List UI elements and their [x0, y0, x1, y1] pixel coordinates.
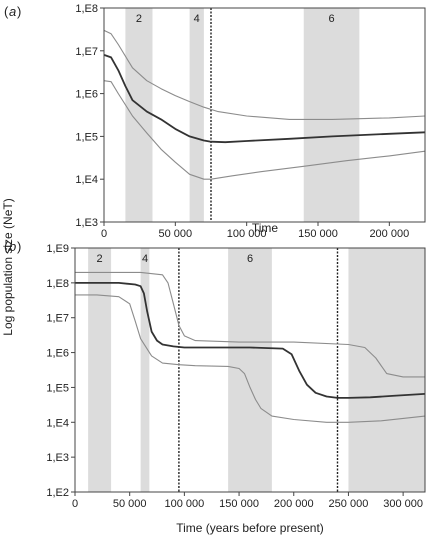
panel-a-x-tick-label-1: 50 000: [159, 228, 193, 240]
panel-a-plot: 2 4 6 1,E3 1,E4 1,E5 1,E6 1,E7 1,E8 0 50 000 100 00…: [75, 3, 426, 240]
panel-b-x-tick-label-4: 200 000: [274, 498, 314, 510]
panel-b-x-tick-label-2: 100 000: [164, 498, 204, 510]
panel-b-interval-label-2: 6: [247, 253, 253, 265]
panel-b-y-tick-label-7: 1,E9: [46, 243, 69, 255]
panel-b-plot: 2 4 6 1,E2 1,E3 1,E4 1,E5 1,E6 1,E7 1,E8 1,E9 0 50 0…: [46, 243, 426, 510]
panel-a-series-lower: [103, 80, 426, 180]
panel-b-y-tick-label-2: 1,E4: [46, 417, 69, 429]
panel-a-plot-frame: [103, 7, 426, 223]
panel-b-plot-frame: [74, 247, 426, 493]
panel-b-interval-label-1: 4: [142, 253, 148, 265]
panel-b-shaded-interval-3: [348, 248, 425, 492]
panel-a-y-tick-label-1: 1,E4: [75, 174, 98, 186]
panel-b-label: b: [9, 239, 16, 254]
panel-b-shaded-interval-2: [228, 248, 272, 492]
panel-b-label-open: (: [4, 239, 9, 254]
panel-b-shaded-interval-1: [140, 248, 150, 492]
panel-b-series-median: [75, 282, 426, 399]
panel-a-y-tick-label-5: 1,E8: [75, 3, 98, 15]
panel-a-y-tick-label-0: 1,E3: [75, 217, 98, 229]
panel-b-x-tick-label-1: 50 000: [113, 498, 147, 510]
panel-b-series-upper: [75, 271, 425, 378]
panel-a-x-tick-label-3: 150 000: [298, 228, 338, 240]
panel-a-interval-label-2: 6: [328, 13, 334, 25]
panel-b-series-lower: [75, 294, 426, 423]
panel-b-x-tick-label-6: 300 000: [383, 498, 423, 510]
panel-a-shaded-interval-0: [125, 8, 153, 222]
panel-a-x-tick-label-4: 200 000: [369, 228, 409, 240]
panel-b-y-tick-label-0: 1,E2: [46, 487, 69, 499]
panel-b-x-tick-label-3: 150 000: [219, 498, 259, 510]
panel-b-x-tick-label-0: 0: [72, 498, 78, 510]
panel-a-interval-label-0: 2: [136, 13, 142, 25]
panel-a-label: a: [9, 4, 16, 19]
panel-a-y-tick-label-2: 1,E5: [75, 131, 98, 143]
panel-b-label-close: ): [17, 239, 21, 254]
y-axis-label: Log population size (NeT): [1, 198, 15, 335]
panel-a-x-axis-label: Time: [252, 221, 279, 235]
panel-b-interval-label-0: 2: [97, 253, 103, 265]
panel-a-series-upper: [103, 29, 426, 120]
panel-b-y-tick-label-3: 1,E5: [46, 382, 69, 394]
panel-a-x-tick-label-2: 100 000: [227, 228, 267, 240]
panel-a-y-tick-label-4: 1,E7: [75, 46, 98, 58]
panel-a-label-close: ): [17, 4, 21, 19]
panel-b-y-tick-label-4: 1,E6: [46, 348, 69, 360]
panel-a-label-open: (: [4, 4, 9, 19]
panel-a-interval-label-1: 4: [194, 13, 200, 25]
panel-b-x-tick-label-5: 250 000: [329, 498, 369, 510]
panel-a-y-tick-label-3: 1,E6: [75, 89, 98, 101]
panel-a-series-median: [103, 54, 426, 144]
panel-b-y-tick-label-5: 1,E7: [46, 313, 69, 325]
panel-a-shaded-interval-1: [189, 8, 204, 222]
panel-b-shaded-interval-0: [88, 248, 112, 492]
panel-b-x-axis-label: Time (years before present): [176, 521, 324, 535]
panel-a-shaded-interval-2: [303, 8, 360, 222]
panel-a-x-tick-label-0: 0: [101, 228, 107, 240]
panel-b-y-tick-label-6: 1,E8: [46, 278, 69, 290]
panel-b-y-tick-label-1: 1,E3: [46, 452, 69, 464]
